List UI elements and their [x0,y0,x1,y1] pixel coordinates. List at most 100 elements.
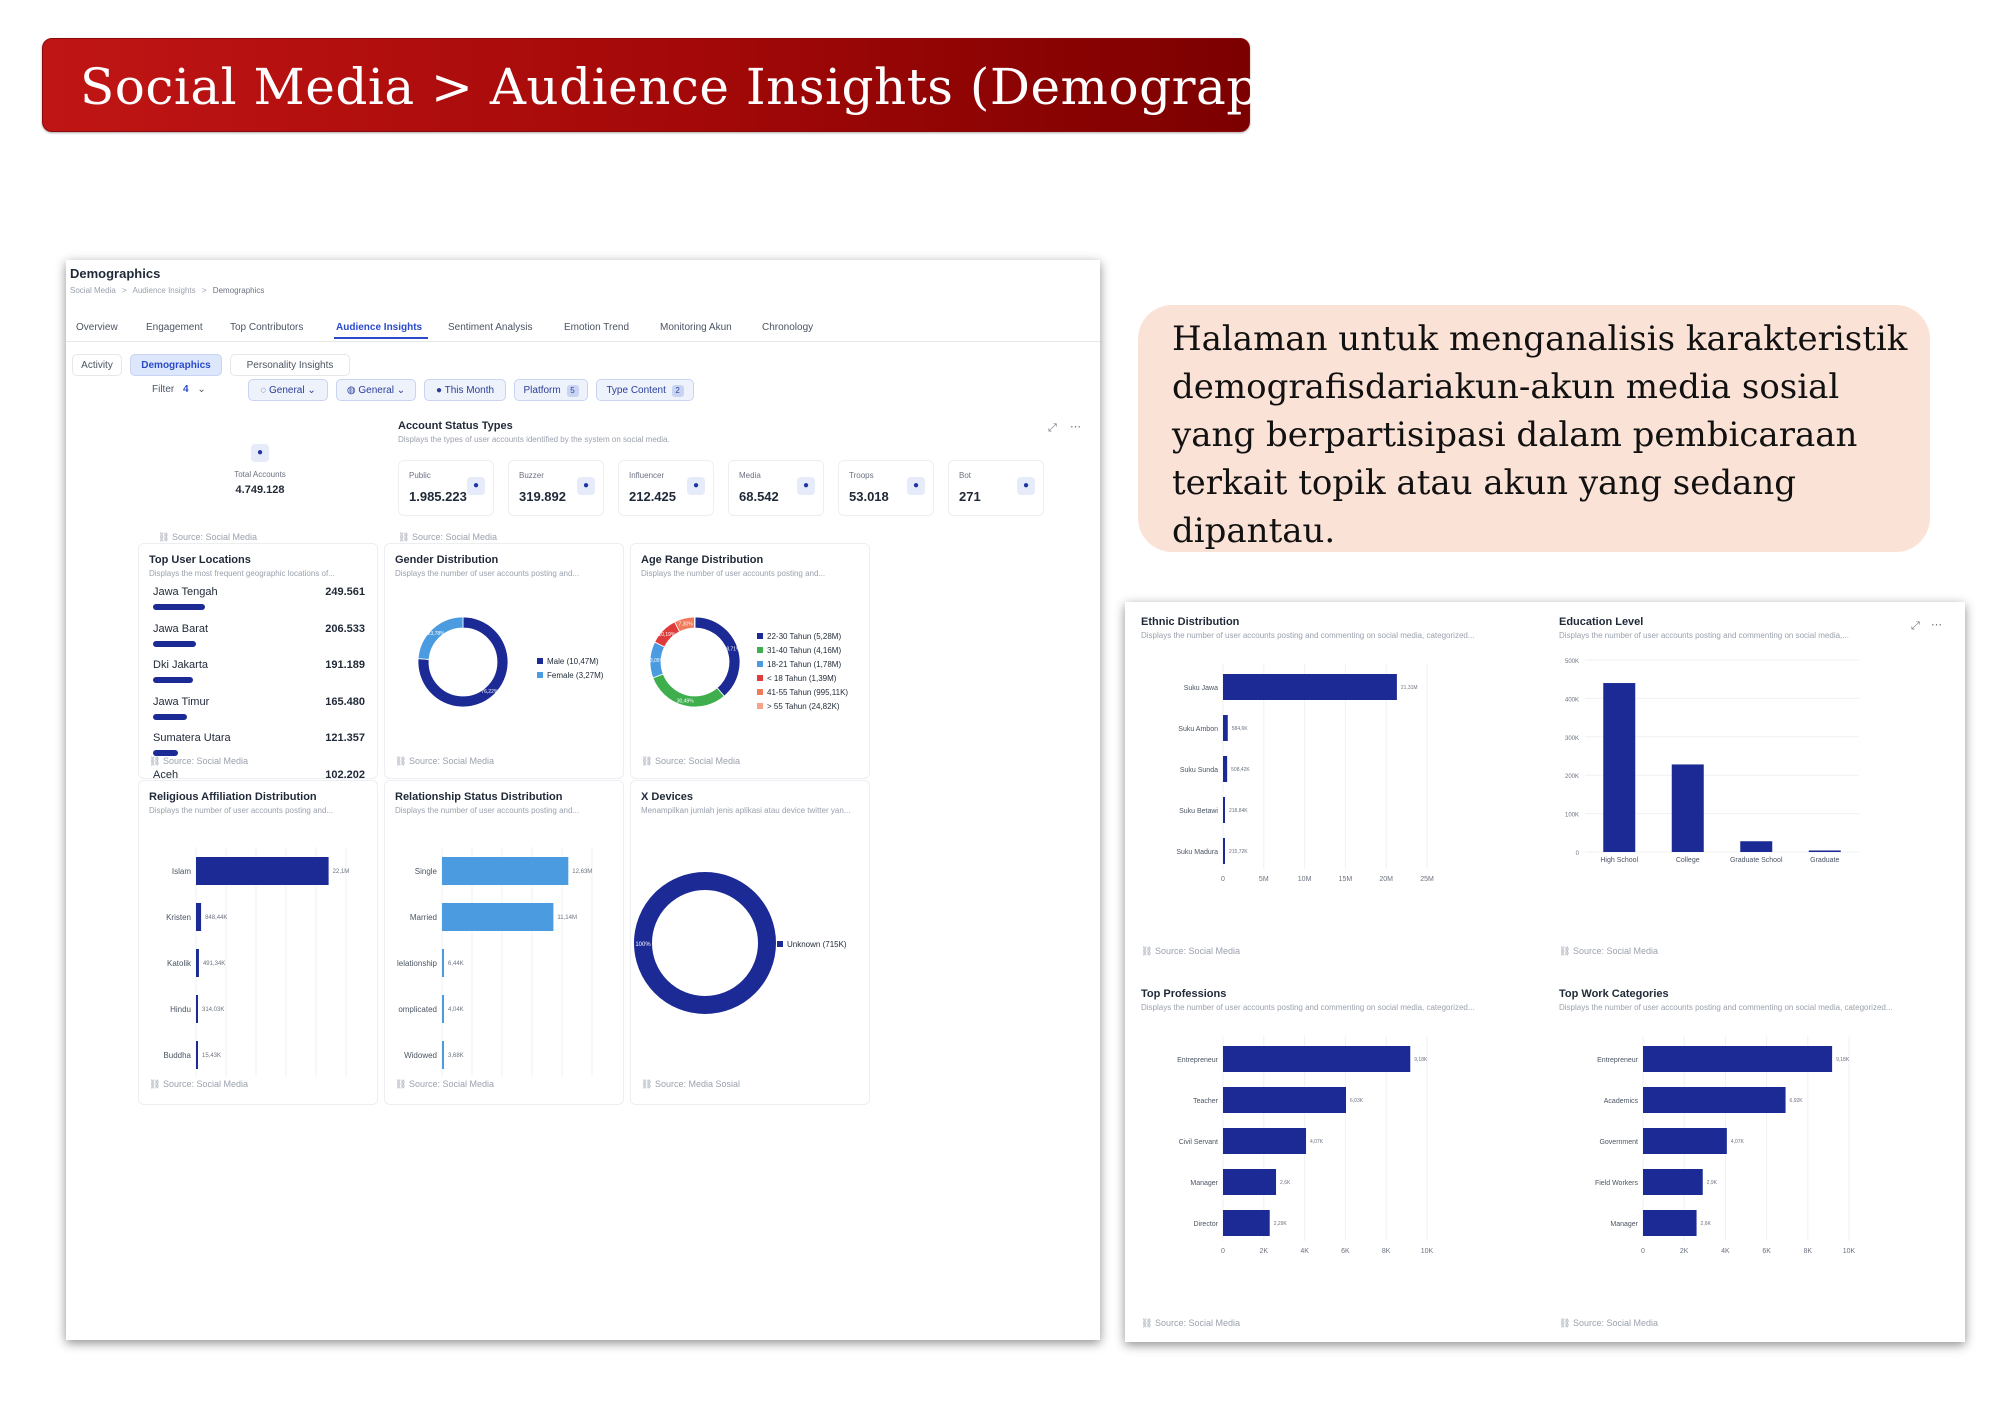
card-subtitle: Displays the number of user accounts pos… [395,806,580,815]
status-value: 1.985.223 [409,489,467,504]
expand-icon[interactable]: ⤢ [1911,620,1920,632]
bar[interactable] [1223,838,1225,864]
legend-item[interactable]: > 55 Tahun (24,82K) [767,702,840,711]
speaker-icon: ● [577,477,595,495]
legend-swatch [757,647,763,653]
status-value: 212.425 [629,489,676,504]
bar[interactable] [1671,764,1704,852]
legend-item[interactable]: Female (3,27M) [547,671,604,680]
bar[interactable] [1223,756,1228,782]
link-icon: ⛓ [149,756,163,766]
filter-general-chat[interactable]: ◌ General ⌄ [248,379,328,401]
bar[interactable] [1808,850,1841,852]
bar[interactable] [442,903,554,931]
filter-button[interactable]: Filter 4 ⌄ [152,384,206,395]
tick-label: 400K [1565,697,1579,703]
legend-swatch [757,675,763,681]
donut-slice[interactable] [417,616,509,708]
bar[interactable] [442,995,444,1023]
bar[interactable] [442,857,569,885]
filter-general-globe[interactable]: ◍ General ⌄ [336,379,416,401]
category-label: Widowed [404,1051,437,1060]
bar[interactable] [1223,674,1397,700]
breadcrumb-item[interactable]: Demographics [212,286,265,295]
value-label: 508,42K [1231,767,1250,773]
tab-audience-insights[interactable]: Audience Insights [336,322,423,333]
bar[interactable] [1223,1046,1411,1072]
legend-item[interactable]: Male (10,47M) [547,657,599,666]
tab-chronology[interactable]: Chronology [762,322,814,333]
bar[interactable] [1223,1087,1347,1113]
location-row: Dki Jakarta 191.189 [153,659,365,695]
bar[interactable] [196,949,199,977]
bar[interactable] [442,1041,444,1069]
filter-type-content[interactable]: Type Content 2 [596,379,694,401]
bar[interactable] [1643,1210,1697,1236]
tab-overview[interactable]: Overview [76,322,118,333]
bar[interactable] [1643,1169,1703,1195]
location-name: Jawa Timur [153,695,210,708]
bar[interactable] [1223,1128,1307,1154]
breadcrumb: Social Media > Audience Insights > Demog… [70,286,265,295]
tab-sentiment-analysis[interactable]: Sentiment Analysis [448,322,533,333]
relationship-bar-chart: 03M6M9M12M15MSingle12,63MMarried11,14Mle… [397,847,593,1077]
legend-item[interactable]: 22-30 Tahun (5,28M) [767,632,841,641]
category-label: Suku Jawa [1184,685,1218,692]
bar[interactable] [1643,1087,1786,1113]
legend-item[interactable]: Unknown (715K) [787,940,847,949]
bar[interactable] [196,857,329,885]
breadcrumb-item[interactable]: Social Media [70,286,116,295]
tab-engagement[interactable]: Engagement [146,322,203,333]
tab-monitoring-akun[interactable]: Monitoring Akun [660,322,732,333]
bar[interactable] [1740,841,1773,852]
location-name: Sumatera Utara [153,732,231,744]
link-icon: ⛓ [395,756,409,766]
more-icon[interactable]: ⋯ [1070,421,1081,433]
category-label: omplicated [398,1005,437,1014]
value-label: 9,18K [1414,1057,1428,1063]
tick-label: 10K [1843,1248,1856,1255]
subtab-demographics[interactable]: Demographics [130,354,222,376]
bar[interactable] [1223,715,1228,741]
tab-emotion-trend[interactable]: Emotion Trend [564,322,630,333]
bar[interactable] [196,903,202,931]
tab-top-contributors[interactable]: Top Contributors [230,322,304,333]
value-label: 218,84K [1229,808,1248,814]
expand-icon[interactable]: ⤢ [1048,422,1057,434]
more-icon[interactable]: ⋯ [1931,619,1942,631]
category-label: Islam [172,867,191,876]
link-icon: ⛓ [1559,946,1573,956]
category-label: Manager [1610,1221,1638,1228]
donut-slice[interactable] [694,616,696,629]
legend-item[interactable]: < 18 Tahun (1,39M) [767,674,837,683]
subtab-personality-insights[interactable]: Personality Insights [230,354,350,376]
bar[interactable] [1223,1210,1270,1236]
bar[interactable] [1643,1046,1833,1072]
legend-item[interactable]: 31-40 Tahun (4,16M) [767,646,841,655]
subtab-activity[interactable]: Activity [72,354,122,376]
bar[interactable] [1223,797,1225,823]
legend-item[interactable]: 18-21 Tahun (1,78M) [767,660,841,669]
source-label: ⛓ Source: Social Media [1559,1318,1658,1328]
legend-item[interactable]: 41-55 Tahun (995,11K) [767,688,848,697]
filter-platform[interactable]: Platform 5 [514,379,588,401]
donut-slice[interactable] [417,616,464,660]
bar[interactable] [196,995,198,1023]
bar[interactable] [1603,683,1636,852]
bar[interactable] [1223,1169,1277,1195]
donut-slice[interactable] [694,616,741,697]
bar[interactable] [196,1041,198,1069]
breadcrumb-item[interactable]: Audience Insights [132,286,196,295]
source-label: ⛓ Source: Social Media [149,756,248,766]
bar[interactable] [1643,1128,1727,1154]
category-label: Entrepreneur [1177,1057,1219,1064]
filter-this-month[interactable]: ● This Month [424,379,506,401]
tick-label: 10K [1421,1248,1434,1255]
tick-label: 0 [1641,1248,1645,1255]
donut-slice[interactable] [634,872,776,1014]
tab-divider [66,341,1100,342]
status-label: Influencer [629,471,665,480]
bar[interactable] [442,949,444,977]
source-label: ⛓ Source: Social Media [1141,946,1240,956]
total-accounts-value: 4.749.128 [235,484,285,496]
